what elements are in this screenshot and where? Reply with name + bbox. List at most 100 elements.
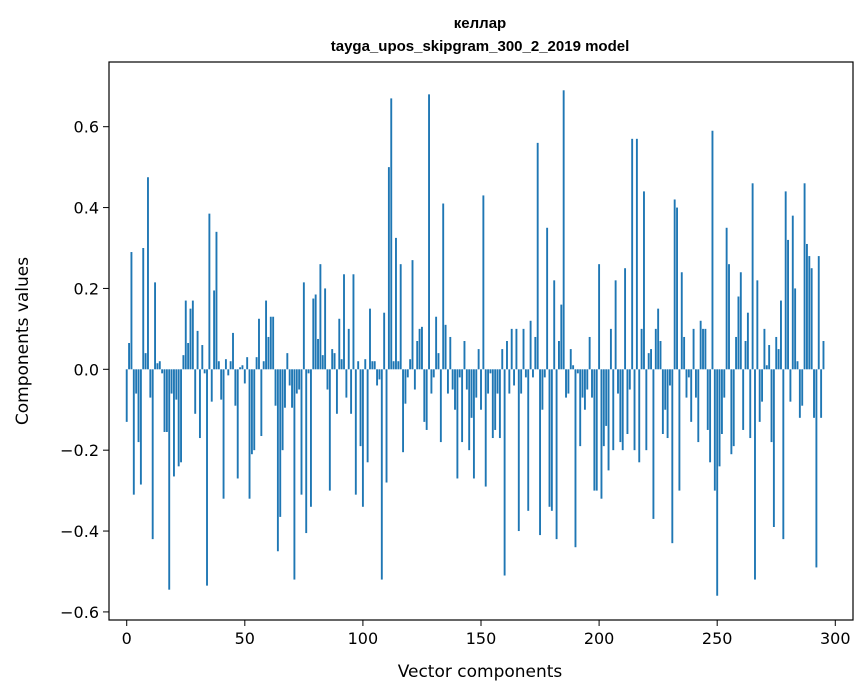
bar: [602, 369, 605, 447]
bar: [572, 365, 575, 370]
bar: [437, 353, 440, 370]
bar: [456, 369, 459, 479]
bar: [661, 369, 664, 434]
bar: [361, 369, 364, 507]
bar: [300, 369, 303, 495]
bar: [494, 369, 497, 430]
x-tick-label: 250: [702, 629, 733, 648]
bar: [189, 308, 192, 370]
chart-title: келлар: [454, 15, 506, 32]
bar: [574, 369, 577, 548]
bar: [154, 282, 156, 370]
bar: [213, 290, 216, 370]
bar: [284, 369, 286, 408]
bar: [789, 369, 792, 402]
bar: [687, 369, 690, 378]
bar: [638, 369, 641, 463]
bar: [161, 369, 164, 374]
bar: [777, 349, 780, 370]
bar: [735, 336, 738, 370]
y-tick-label: −0.4: [60, 522, 99, 541]
bar: [503, 369, 506, 576]
bar: [331, 349, 334, 370]
bar: [626, 369, 629, 434]
bar: [772, 369, 775, 527]
bar: [239, 367, 242, 370]
bar: [558, 341, 560, 370]
bar: [281, 369, 284, 451]
bar: [607, 369, 610, 471]
bar: [246, 357, 249, 370]
bar: [487, 369, 490, 394]
bar: [168, 369, 171, 590]
bar: [624, 268, 627, 370]
bar: [791, 215, 794, 370]
bar: [144, 353, 147, 370]
bar: [373, 361, 376, 370]
bar: [480, 369, 482, 410]
bar: [262, 361, 265, 370]
bar: [390, 98, 393, 370]
bar: [198, 369, 201, 439]
bar: [449, 336, 452, 370]
bar: [288, 369, 291, 386]
bar: [647, 353, 650, 370]
bar: [756, 280, 759, 370]
bar: [392, 361, 395, 370]
bar: [482, 195, 485, 370]
bar: [149, 369, 152, 398]
bar: [716, 369, 719, 596]
bar: [579, 369, 582, 447]
bar: [378, 369, 381, 380]
bar: [421, 326, 423, 370]
bar: [475, 369, 478, 398]
bar: [338, 318, 341, 370]
bar: [609, 328, 612, 370]
bar: [666, 369, 669, 439]
bar: [201, 345, 204, 370]
bar: [227, 369, 230, 376]
bar: [364, 359, 367, 370]
bar: [451, 369, 454, 390]
y-axis-ticks: −0.6 −0.4 −0.2 0.0 0.2 0.4 0.6: [60, 118, 109, 622]
bar: [524, 369, 527, 378]
bar: [173, 369, 175, 477]
bar: [470, 369, 473, 418]
x-axis-label: Vector components: [398, 662, 563, 682]
bar: [541, 369, 544, 410]
bar: [352, 274, 355, 370]
bar: [333, 353, 336, 370]
bar: [383, 312, 386, 370]
bar: [586, 369, 589, 390]
bar: [652, 369, 655, 519]
bar: [267, 336, 270, 370]
bar: [180, 369, 182, 463]
bar: [749, 369, 752, 439]
bar: [673, 199, 676, 370]
bar: [664, 369, 667, 410]
bar: [359, 369, 362, 447]
chart-subtitle: tayga_upos_skipgram_300_2_2019 model: [331, 38, 630, 55]
bar: [253, 369, 256, 451]
bar: [508, 369, 511, 394]
bar: [550, 369, 553, 511]
y-tick-label: −0.2: [60, 441, 99, 460]
bar: [548, 369, 551, 507]
bar: [135, 369, 138, 394]
bar: [699, 320, 702, 370]
bar: [517, 369, 520, 532]
y-tick-label: 0.0: [74, 360, 99, 379]
bar: [631, 138, 634, 370]
bar: [794, 288, 797, 370]
bar: [151, 369, 154, 540]
bar: [605, 369, 608, 426]
bar: [165, 369, 168, 432]
bar: [576, 369, 579, 374]
bar: [369, 308, 371, 370]
bar: [728, 264, 730, 370]
bar: [732, 369, 735, 447]
bar: [690, 369, 693, 422]
bar: [182, 355, 185, 370]
bar: [520, 369, 523, 394]
